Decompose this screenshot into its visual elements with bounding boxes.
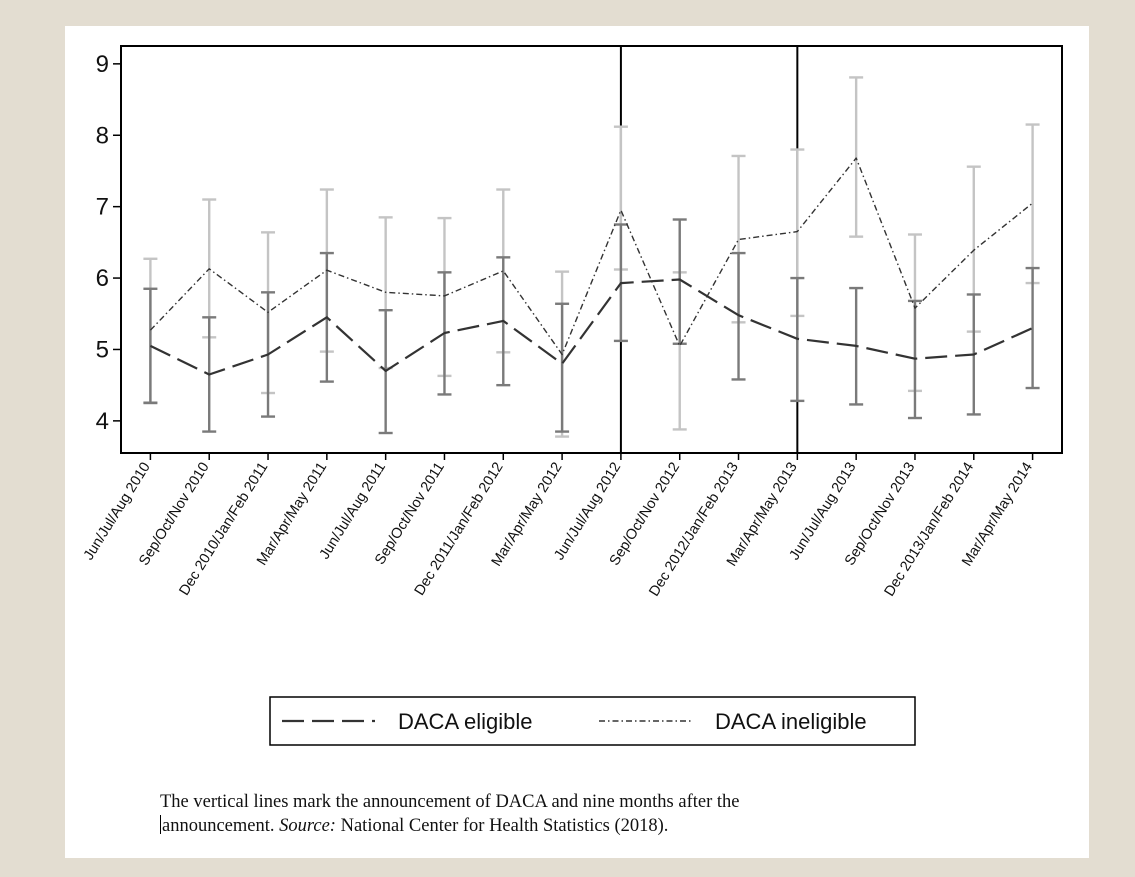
error-bar-daca-ineligible xyxy=(1025,123,1040,285)
y-tick-label: 7 xyxy=(96,194,109,221)
x-tick-label: Jun/Jul/Aug 2011 xyxy=(317,460,389,563)
error-bar-daca-eligible xyxy=(555,302,570,433)
y-tick-label: 9 xyxy=(96,51,109,78)
y-axis: 4 5 6 7 8 9 xyxy=(96,51,121,435)
series-line-daca-ineligible xyxy=(149,157,1034,356)
y-tick-label: 8 xyxy=(96,122,109,149)
x-tick-label: Jun/Jul/Aug 2013 xyxy=(787,460,860,564)
x-tick-label: Jun/Jul/Aug 2010 xyxy=(81,460,154,564)
legend-label-daca-ineligible: DACA ineligible xyxy=(715,709,867,734)
caption-line-2-end: National Center for Health Statistics (2… xyxy=(335,816,669,836)
plot-frame xyxy=(120,45,1063,454)
legend: DACA eligible DACA ineligible xyxy=(269,696,916,746)
figure-card: 4 5 6 7 8 9 Jun/Jul/Aug 2010 Sep/Oct/Nov 2010 D… xyxy=(65,26,1089,858)
error-bar-daca-ineligible xyxy=(849,76,864,238)
caption-source-label: Source: xyxy=(279,816,336,836)
caption-line-2: announcement. Source: National Center fo… xyxy=(160,814,972,838)
plot-area xyxy=(143,46,1040,453)
error-bar-daca-eligible xyxy=(672,218,687,345)
figure-caption: The vertical lines mark the announcement… xyxy=(160,790,972,838)
legend-box xyxy=(269,696,916,746)
y-tick-label: 5 xyxy=(96,336,109,363)
y-tick-label: 6 xyxy=(96,265,109,292)
caption-line-1: The vertical lines mark the announcement… xyxy=(160,792,740,812)
text-cursor xyxy=(160,815,161,834)
y-tick-label: 4 xyxy=(96,408,109,435)
x-tick-label: Jun/Jul/Aug 2012 xyxy=(551,460,624,564)
legend-label-daca-eligible: DACA eligible xyxy=(398,709,533,734)
caption-line-2-start: announcement. xyxy=(162,816,280,836)
series-line-daca-eligible xyxy=(149,278,1034,376)
